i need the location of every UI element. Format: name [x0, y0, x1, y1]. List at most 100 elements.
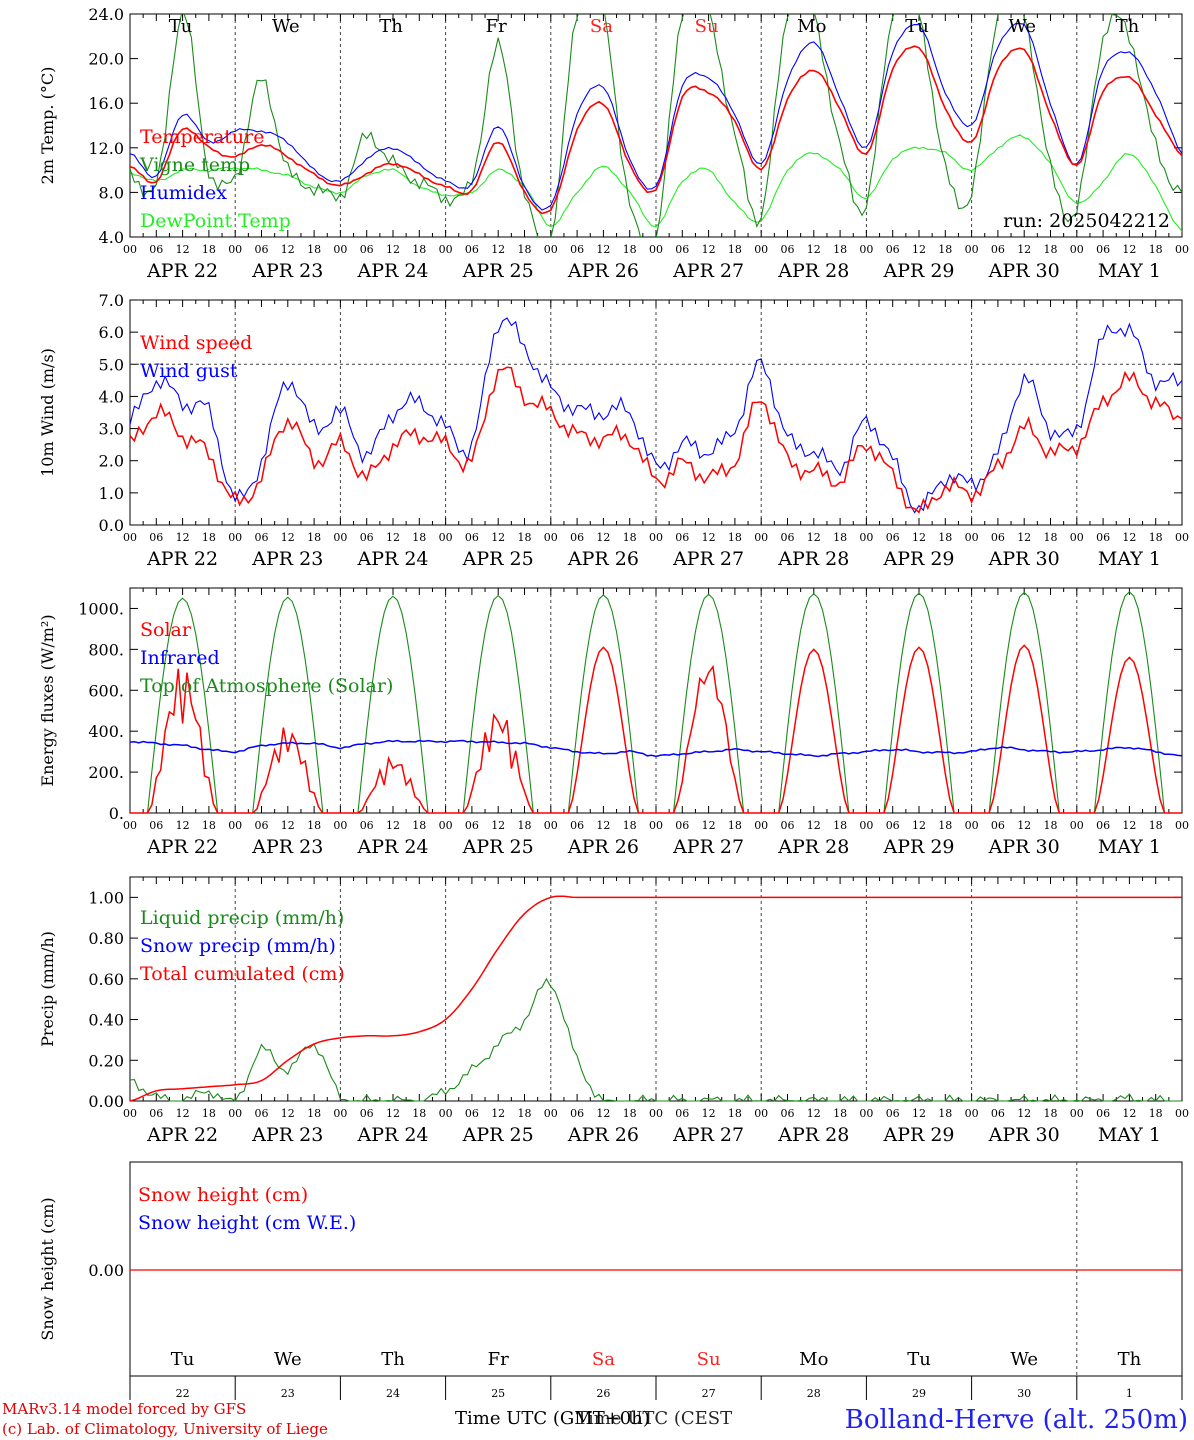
- hour-tick-label: 06: [886, 819, 900, 832]
- hour-tick-label: 12: [912, 819, 926, 832]
- day-number-label: 1: [1126, 1387, 1133, 1400]
- date-label: APR 26: [567, 548, 639, 570]
- legend-entry: Wind speed: [140, 332, 252, 354]
- date-label: APR 28: [777, 836, 849, 858]
- y-tick-label: 0.80: [88, 929, 124, 948]
- hour-tick-label: 06: [360, 1107, 374, 1120]
- hour-tick-label: 00: [439, 243, 453, 256]
- hour-tick-label: 12: [491, 819, 505, 832]
- hour-tick-label: 06: [570, 243, 584, 256]
- date-label: APR 24: [356, 260, 428, 282]
- legend-entry: Total cumulated (cm): [140, 963, 345, 985]
- hour-tick-label: 12: [807, 819, 821, 832]
- hour-tick-label: 00: [965, 1107, 979, 1120]
- hour-tick-label: 18: [307, 1107, 321, 1120]
- hour-tick-label: 18: [938, 1107, 952, 1120]
- hour-tick-label: 06: [781, 819, 795, 832]
- hour-tick-label: 12: [702, 243, 716, 256]
- hour-tick-label: 18: [1149, 1107, 1163, 1120]
- date-label: APR 29: [882, 836, 954, 858]
- date-label: APR 23: [251, 260, 323, 282]
- hour-tick-label: 12: [596, 243, 610, 256]
- hour-tick-label: 06: [465, 243, 479, 256]
- date-label: APR 30: [988, 836, 1060, 858]
- hour-tick-label: 18: [307, 819, 321, 832]
- hour-tick-label: 18: [1149, 531, 1163, 544]
- weekday-label: We: [1010, 1349, 1038, 1370]
- y-tick-label: 1000.: [78, 599, 124, 618]
- hour-tick-label: 18: [1044, 819, 1058, 832]
- hour-tick-label: 00: [859, 243, 873, 256]
- date-label: APR 27: [672, 260, 744, 282]
- hour-tick-label: 12: [1122, 819, 1136, 832]
- hour-tick-label: 12: [912, 1107, 926, 1120]
- legend-entry: Snow height (cm): [138, 1184, 308, 1206]
- date-label: APR 29: [882, 1124, 954, 1146]
- hour-tick-label: 06: [675, 531, 689, 544]
- x-axis-title-overlay: Time UTC (CEST: [576, 1408, 732, 1429]
- date-label: APR 30: [988, 548, 1060, 570]
- hour-tick-label: 00: [228, 531, 242, 544]
- hour-tick-label: 00: [1070, 243, 1084, 256]
- series-line-solar: [130, 644, 1182, 814]
- hour-tick-label: 00: [544, 531, 558, 544]
- hour-tick-label: 18: [833, 531, 847, 544]
- hour-tick-label: 18: [833, 819, 847, 832]
- legend-entry: Snow height (cm W.E.): [138, 1212, 356, 1234]
- hour-tick-label: 06: [360, 819, 374, 832]
- hour-tick-label: 12: [491, 531, 505, 544]
- date-label: APR 29: [882, 548, 954, 570]
- hour-tick-label: 18: [518, 1107, 532, 1120]
- panel-energy: 00 06 12 18 APR 22 00 06 12 18 APR 23 00 06 12 18 APR …: [38, 587, 1189, 858]
- hour-tick-label: 12: [807, 1107, 821, 1120]
- date-label: APR 23: [251, 1124, 323, 1146]
- date-label: APR 27: [672, 1124, 744, 1146]
- hour-tick-label: 18: [307, 531, 321, 544]
- y-tick-label: 24.0: [88, 5, 124, 24]
- legend-entry: DewPoint Temp: [140, 210, 291, 232]
- hour-tick-label: 12: [702, 1107, 716, 1120]
- weekday-label: Tu: [905, 16, 929, 37]
- day-number-label: 22: [176, 1387, 190, 1400]
- hour-tick-label: 12: [491, 243, 505, 256]
- weekday-label: Th: [1116, 16, 1140, 37]
- hour-tick-label: 06: [465, 531, 479, 544]
- hour-tick-label: 18: [623, 243, 637, 256]
- hour-tick-label: 06: [781, 531, 795, 544]
- y-axis-label-precip: Precip (mm/h): [38, 931, 57, 1047]
- hour-tick-label: 06: [360, 531, 374, 544]
- hour-tick-label: 06: [991, 819, 1005, 832]
- day-number-label: 25: [491, 1387, 505, 1400]
- hour-tick-label: 06: [149, 1107, 163, 1120]
- run-annotation: run: 2025042212: [1003, 210, 1170, 232]
- y-tick-label: 4.0: [99, 228, 124, 247]
- hour-tick-label: 06: [255, 531, 269, 544]
- date-label: APR 29: [882, 260, 954, 282]
- hour-tick-label: 00: [1175, 819, 1189, 832]
- series-line-vigne-temp: [130, 14, 1182, 237]
- hour-tick-label: 12: [596, 819, 610, 832]
- hour-tick-label: 00: [1175, 531, 1189, 544]
- hour-tick-label: 18: [1044, 1107, 1058, 1120]
- hour-tick-label: 12: [702, 531, 716, 544]
- footer-credit: (c) Lab. of Climatology, University of L…: [2, 1420, 328, 1438]
- hour-tick-label: 18: [623, 531, 637, 544]
- hour-tick-label: 00: [333, 531, 347, 544]
- hour-tick-label: 18: [518, 531, 532, 544]
- y-tick-label: 400.: [88, 722, 124, 741]
- hour-tick-label: 06: [1096, 819, 1110, 832]
- hour-tick-label: 12: [807, 531, 821, 544]
- hour-tick-label: 00: [333, 819, 347, 832]
- series-line-wind-speed: [129, 366, 1183, 514]
- hour-tick-label: 12: [281, 819, 295, 832]
- hour-tick-label: 00: [123, 819, 137, 832]
- hour-tick-label: 12: [386, 819, 400, 832]
- hour-tick-label: 06: [991, 243, 1005, 256]
- day-number-label: 30: [1017, 1387, 1031, 1400]
- hour-tick-label: 00: [123, 1107, 137, 1120]
- hour-tick-label: 00: [649, 819, 663, 832]
- y-axis-label-energy: Energy fluxes (W/m²): [38, 614, 57, 786]
- hour-tick-label: 00: [754, 819, 768, 832]
- day-number-label: 29: [912, 1387, 926, 1400]
- weekday-label: Su: [695, 16, 719, 37]
